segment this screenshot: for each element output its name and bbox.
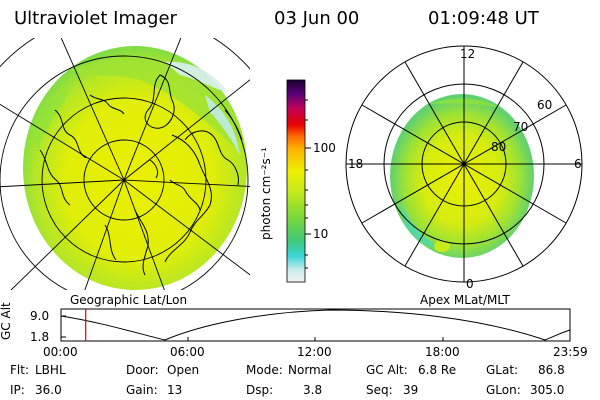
colorbar-tick-10: 10 (313, 227, 329, 241)
magnetic-polar-plot (345, 45, 583, 283)
right-cyan-edge (400, 200, 445, 250)
right-bright-spot (434, 240, 450, 252)
glon-value: 305.0 (530, 383, 565, 397)
door-value: Open (167, 363, 200, 377)
time-tick-0600: 06:00 (170, 345, 205, 359)
geographic-map-label: Geographic Lat/Lon (70, 293, 188, 307)
altitude-curve (60, 309, 571, 341)
altitude-ytick-min: 1.8 (30, 330, 50, 344)
gcalt-value: 6.8 Re (418, 363, 457, 377)
magnetic-map-label: Apex MLat/MLT (420, 293, 510, 307)
geographic-map (0, 38, 250, 290)
time-tick-2359: 23:59 (553, 345, 588, 359)
lat-circles (0, 38, 250, 290)
mlt-spokes (346, 46, 582, 282)
seq-value: 39 (403, 383, 419, 397)
altitude-axis-label: GC Alt (0, 302, 13, 340)
ip-value: 36.0 (35, 383, 62, 397)
gain-label: Gain: (126, 383, 158, 397)
colorbar (286, 79, 306, 283)
right-aurora-fill (390, 94, 534, 258)
colorbar-unit-label: photon cm⁻²s⁻¹ (259, 147, 273, 240)
altitude-plot-frame (60, 308, 571, 342)
ip-label: IP: (10, 383, 25, 397)
time-tick-1800: 18:00 (425, 345, 460, 359)
altitude-ytick-max: 9.0 (30, 309, 50, 323)
right-green-top (430, 98, 500, 108)
date-label: 03 Jun 00 (274, 8, 360, 29)
instrument-title: Ultraviolet Imager (14, 8, 177, 29)
dsp-label: Dsp: (246, 383, 274, 397)
filter-value: LBHL (35, 363, 66, 377)
coastlines (39, 74, 243, 276)
time-label: 01:09:48 UT (428, 8, 539, 29)
mlt-label-12: 12 (460, 47, 476, 61)
glon-label: GLon: (486, 383, 521, 397)
seq-label: Seq: (366, 383, 393, 397)
mode-value: Normal (288, 363, 332, 377)
altitude-ticks (61, 315, 444, 341)
filter-label: Flt: (10, 363, 29, 377)
colorbar-ticks (305, 99, 311, 269)
glat-value: 86.8 (538, 363, 565, 377)
glat-label: GLat: (486, 363, 519, 377)
mlat-label-70: 70 (513, 120, 529, 134)
altitude-plot (60, 308, 571, 342)
mlt-label-18: 18 (348, 157, 364, 171)
time-tick-1200: 12:00 (297, 345, 332, 359)
gcalt-label: GC Alt: (366, 363, 408, 377)
dsp-value: 3.8 (303, 383, 323, 397)
gain-value: 13 (167, 383, 183, 397)
mode-label: Mode: (246, 363, 283, 377)
left-green-band (70, 57, 239, 150)
time-tick-0000: 00:00 (43, 345, 78, 359)
mlat-label-80: 80 (491, 140, 507, 154)
door-label: Door: (126, 363, 159, 377)
colorbar-tick-100: 100 (313, 141, 336, 155)
left-pale-patch-2 (205, 95, 240, 155)
left-green-edge (30, 90, 70, 150)
mlt-label-6: 6 (574, 157, 582, 171)
mlt-label-0: 0 (466, 277, 474, 291)
mlat-label-60: 60 (537, 98, 553, 112)
